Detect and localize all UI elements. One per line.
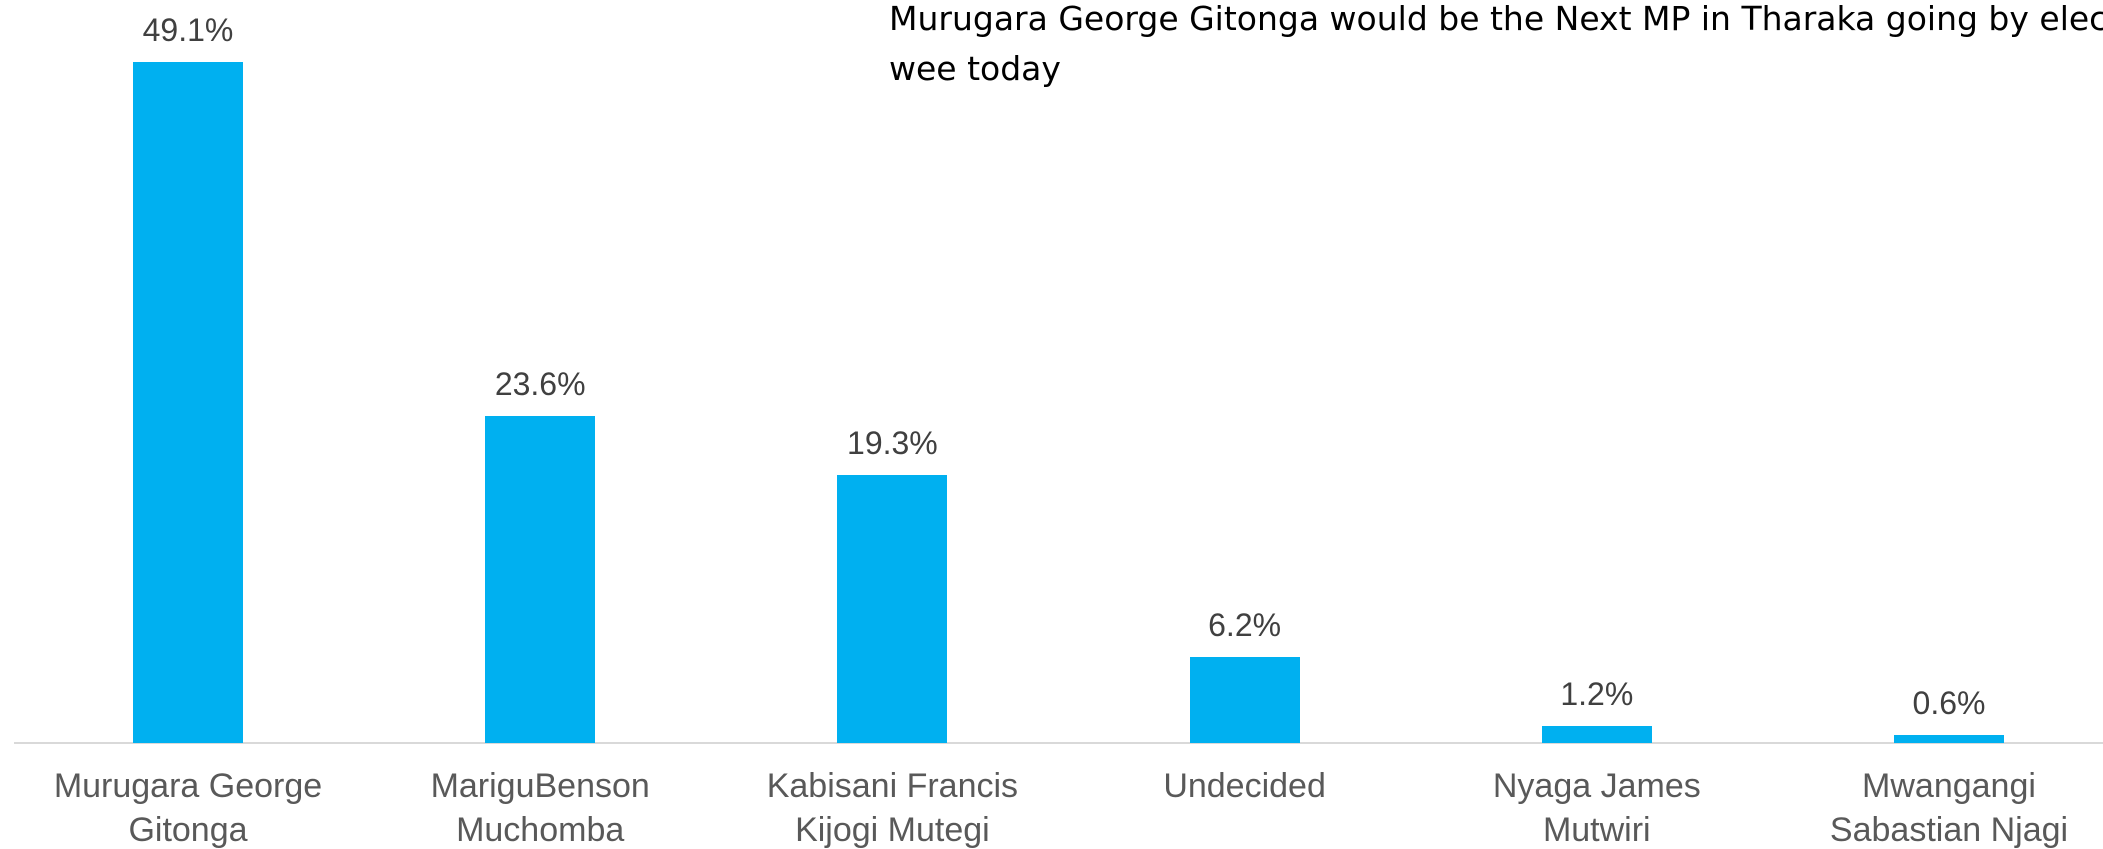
bar — [1189, 657, 1300, 743]
x-tick-label: Mwangangi Sabastian Njagi — [1829, 767, 2069, 849]
x-tick-label: Undecided — [1163, 767, 1326, 805]
bar — [133, 62, 243, 743]
annotation: Murugara George Gitonga would be the Nex… — [889, 0, 2103, 88]
bar — [1541, 726, 1652, 743]
x-axis-line — [14, 742, 2103, 744]
x-tick-label: MariguBenson Muchomba — [430, 767, 650, 849]
data-label: 1.2% — [1560, 676, 1634, 713]
data-label: 19.3% — [847, 425, 938, 462]
data-label: 49.1% — [142, 12, 234, 49]
x-tick-label: Kabisani Francis Kijogi Mutegi — [766, 767, 1019, 849]
data-label: 6.2% — [1208, 607, 1282, 643]
bar — [485, 415, 596, 743]
bar — [1894, 734, 2004, 743]
x-tick-label: Murugara George Gitonga — [53, 767, 323, 849]
bar — [837, 475, 948, 743]
data-label: 0.6% — [1912, 684, 1986, 721]
x-tick-label: Nyaga James Mutwiri — [1492, 767, 1701, 849]
data-label: 23.6% — [494, 365, 586, 402]
